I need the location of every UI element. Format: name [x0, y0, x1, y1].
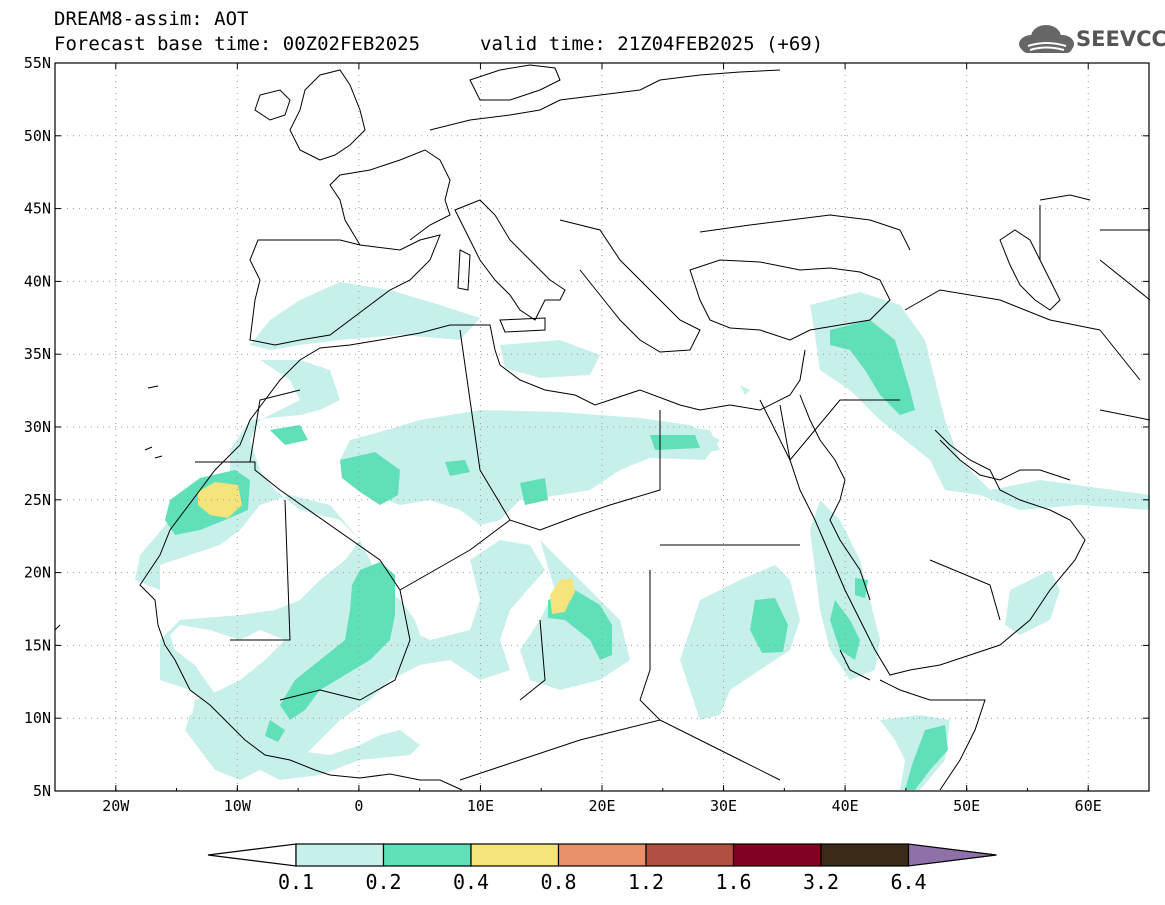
colorbar-swatch [820, 843, 910, 867]
lat-tick-label: 35N [24, 345, 51, 363]
colorbar-label: 0.2 [365, 870, 401, 894]
colorbar-swatch [732, 843, 822, 867]
axis-ticks [54, 62, 1150, 792]
aot-level-0-4 [198, 482, 575, 614]
coastlines-borders [54, 64, 1151, 791]
colorbar-swatch [645, 843, 735, 867]
lon-labels: 20W 10W 0 10E 20E 30E 40E 50E 60E [102, 797, 1102, 815]
colorbar: 0.1 0.2 0.4 0.8 1.2 1.6 3.2 6.4 [207, 843, 997, 894]
colorbar-label: 0.8 [540, 870, 576, 894]
colorbar-label: 6.4 [890, 870, 926, 894]
colorbar-label: 0.1 [278, 870, 314, 894]
lat-tick-label: 15N [24, 636, 51, 654]
colorbar-label: 0.4 [453, 870, 489, 894]
lat-tick-label: 45N [24, 200, 51, 218]
lat-labels: 55N 50N 45N 40N 35N 30N 25N 20N 15N 10N 5N [24, 54, 51, 800]
lon-tick-label: 20W [102, 797, 130, 815]
lat-tick-label: 30N [24, 418, 51, 436]
colorbar-low-extension [207, 843, 297, 867]
colorbar-label: 1.6 [715, 870, 751, 894]
lon-tick-label: 10W [224, 797, 252, 815]
colorbar-high-extension [907, 843, 997, 867]
lat-tick-label: 5N [33, 782, 51, 800]
map-title: DREAM8-assim: AOT [54, 8, 249, 30]
lat-tick-label: 25N [24, 491, 51, 509]
colorbar-label: 1.2 [628, 870, 664, 894]
lon-tick-label: 20E [588, 797, 615, 815]
lat-tick-label: 55N [24, 54, 51, 72]
cloud-logo-icon [1019, 25, 1074, 53]
lat-tick-label: 40N [24, 272, 51, 290]
lon-tick-label: 0 [354, 797, 363, 815]
lon-tick-label: 60E [1075, 797, 1102, 815]
lon-tick-label: 50E [953, 797, 980, 815]
lat-tick-label: 20N [24, 564, 51, 582]
lon-tick-label: 40E [832, 797, 859, 815]
colorbar-swatch [470, 843, 560, 867]
colorbar-swatch [382, 843, 472, 867]
logo-text: SEEVCCC [1076, 27, 1165, 51]
lat-tick-label: 10N [24, 709, 51, 727]
aot-shading [135, 282, 1150, 790]
colorbar-swatch [295, 843, 385, 867]
forecast-base-time: Forecast base time: 00Z02FEB2025 [54, 33, 421, 55]
map-grid [55, 63, 1149, 791]
lon-tick-label: 10E [467, 797, 494, 815]
lon-tick-label: 30E [710, 797, 737, 815]
valid-time: valid time: 21Z04FEB2025 (+69) [480, 33, 824, 55]
colorbar-label: 3.2 [803, 870, 839, 894]
lat-tick-label: 50N [24, 127, 51, 145]
colorbar-swatch [557, 843, 647, 867]
